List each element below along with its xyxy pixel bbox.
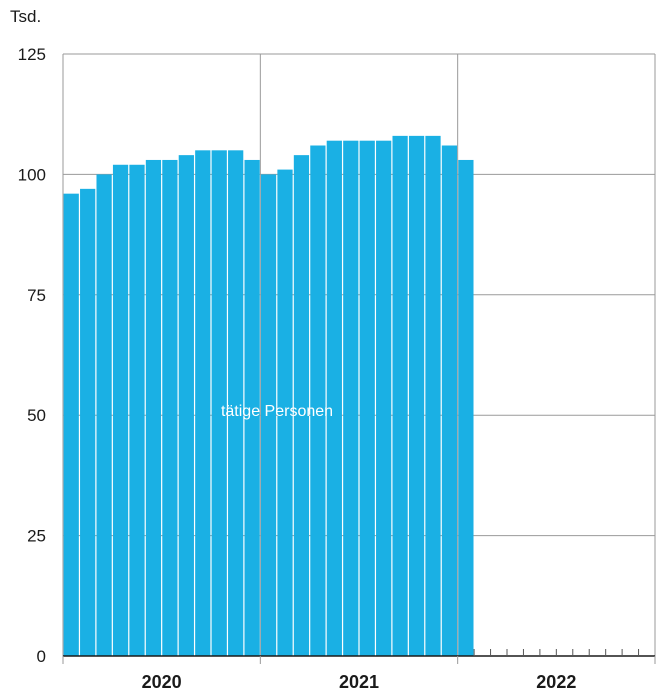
bar — [277, 169, 293, 657]
y-tick-label: 50 — [27, 406, 46, 425]
bar — [178, 155, 194, 657]
x-year-label: 2022 — [536, 672, 576, 692]
bar — [96, 174, 112, 656]
bar — [392, 135, 408, 656]
bar — [260, 174, 277, 656]
axis-layer: 0 25 50 75 100 125 2020 2021 2022 — [18, 45, 656, 692]
bar — [343, 140, 359, 657]
bar — [211, 150, 227, 656]
x-year-label: 2020 — [142, 672, 182, 692]
series-label: tätige Personen — [221, 403, 333, 420]
bar — [129, 164, 145, 656]
grid-layer — [62, 53, 656, 656]
bar — [408, 135, 425, 656]
bar — [145, 159, 162, 656]
x-year-label: 2021 — [339, 672, 379, 692]
y-tick-label: 100 — [18, 165, 46, 184]
bar — [310, 145, 326, 656]
bar — [376, 140, 392, 657]
bars-layer — [63, 135, 474, 657]
bar — [63, 193, 79, 656]
bar — [326, 140, 342, 657]
bar — [293, 155, 310, 657]
y-unit-label: Tsd. — [10, 7, 41, 26]
bar — [425, 135, 441, 656]
bar — [80, 188, 96, 656]
bar — [195, 150, 211, 656]
bar — [458, 159, 474, 656]
bar — [244, 159, 260, 656]
bar — [162, 159, 178, 656]
y-tick-label: 25 — [27, 527, 46, 546]
y-tick-label: 125 — [18, 45, 46, 64]
y-tick-label: 0 — [37, 647, 46, 666]
y-tick-label: 75 — [27, 286, 46, 305]
bar — [359, 140, 375, 657]
bar — [441, 145, 458, 656]
bar — [228, 150, 244, 656]
bar — [112, 164, 129, 656]
